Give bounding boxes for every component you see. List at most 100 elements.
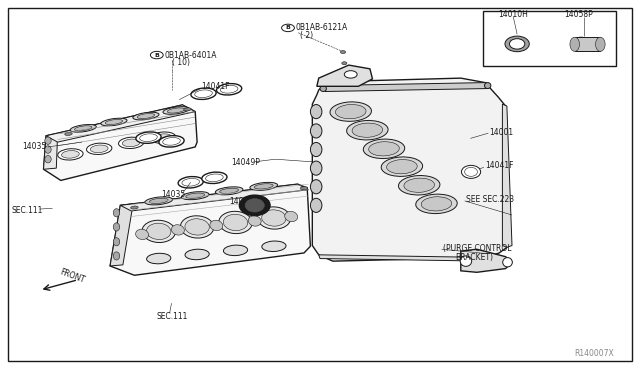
Ellipse shape [118,137,144,148]
Ellipse shape [364,139,404,158]
Ellipse shape [262,210,286,226]
Ellipse shape [137,113,155,119]
Text: R140007X: R140007X [575,349,614,358]
Ellipse shape [404,178,435,192]
Ellipse shape [572,37,590,51]
Ellipse shape [347,121,388,140]
Ellipse shape [70,125,96,132]
Ellipse shape [167,108,185,113]
Ellipse shape [340,51,346,54]
Ellipse shape [113,238,120,246]
Text: FRONT: FRONT [59,267,86,285]
Ellipse shape [369,142,399,156]
Polygon shape [46,105,195,142]
Ellipse shape [202,172,227,183]
Text: 14001: 14001 [490,128,514,137]
Text: 14035: 14035 [22,142,47,151]
Text: 0B1AB-6121A: 0B1AB-6121A [296,23,348,32]
Ellipse shape [223,245,248,256]
Ellipse shape [90,145,108,153]
Ellipse shape [387,160,417,174]
Polygon shape [502,104,512,247]
Ellipse shape [86,143,112,154]
Ellipse shape [142,220,175,243]
Text: ( 10): ( 10) [172,58,189,67]
Text: 14040E: 14040E [229,197,258,206]
Ellipse shape [122,139,140,147]
Ellipse shape [113,223,120,231]
Ellipse shape [180,216,214,238]
Text: B: B [285,25,291,31]
Ellipse shape [330,102,371,121]
Text: SEC.111: SEC.111 [12,206,43,215]
Polygon shape [44,105,197,180]
Ellipse shape [191,88,216,99]
Ellipse shape [320,86,326,92]
Text: ( 2): ( 2) [300,31,313,40]
Ellipse shape [250,182,278,190]
Ellipse shape [154,134,172,141]
Ellipse shape [257,207,291,229]
Ellipse shape [342,62,347,65]
Ellipse shape [461,165,481,178]
Ellipse shape [210,220,223,231]
Ellipse shape [216,84,242,95]
Ellipse shape [344,71,357,78]
Ellipse shape [65,132,72,135]
Ellipse shape [45,155,51,163]
Ellipse shape [147,223,171,240]
Ellipse shape [145,197,173,205]
Ellipse shape [484,83,491,89]
Text: BRACKET): BRACKET) [456,253,493,262]
Ellipse shape [113,252,120,260]
Text: 14035: 14035 [161,190,186,199]
Ellipse shape [310,180,322,194]
Text: 0B1AB-6401A: 0B1AB-6401A [164,51,217,60]
Ellipse shape [220,188,239,193]
Polygon shape [319,255,486,261]
Ellipse shape [74,126,92,131]
Ellipse shape [163,107,189,114]
Ellipse shape [503,257,513,267]
Ellipse shape [185,219,209,235]
Text: B: B [154,52,159,58]
Ellipse shape [505,36,529,52]
Text: 14041F: 14041F [485,161,514,170]
Ellipse shape [223,214,248,231]
Ellipse shape [131,206,138,209]
Ellipse shape [58,149,83,160]
Ellipse shape [159,136,184,147]
Ellipse shape [136,132,161,143]
Ellipse shape [416,194,457,214]
Polygon shape [44,134,58,169]
Ellipse shape [186,193,205,198]
Ellipse shape [61,151,79,158]
Text: 14049P: 14049P [232,158,260,167]
Ellipse shape [181,192,209,200]
Ellipse shape [248,216,261,226]
Ellipse shape [45,146,51,153]
Ellipse shape [310,161,322,175]
Polygon shape [110,184,310,275]
Circle shape [282,24,294,32]
Ellipse shape [105,119,123,125]
Polygon shape [312,78,507,261]
Polygon shape [461,249,512,272]
Ellipse shape [136,229,148,240]
Text: 14058P: 14058P [564,10,593,19]
Ellipse shape [352,123,383,137]
Polygon shape [323,83,488,92]
Ellipse shape [147,253,171,264]
Ellipse shape [509,39,525,49]
Ellipse shape [254,184,273,189]
Ellipse shape [172,225,184,235]
Ellipse shape [460,256,472,266]
Bar [483,11,616,66]
Ellipse shape [113,209,120,217]
Ellipse shape [595,37,605,51]
Ellipse shape [185,249,209,260]
Ellipse shape [570,37,580,51]
Ellipse shape [215,187,243,195]
Polygon shape [110,204,133,266]
Ellipse shape [262,241,286,251]
